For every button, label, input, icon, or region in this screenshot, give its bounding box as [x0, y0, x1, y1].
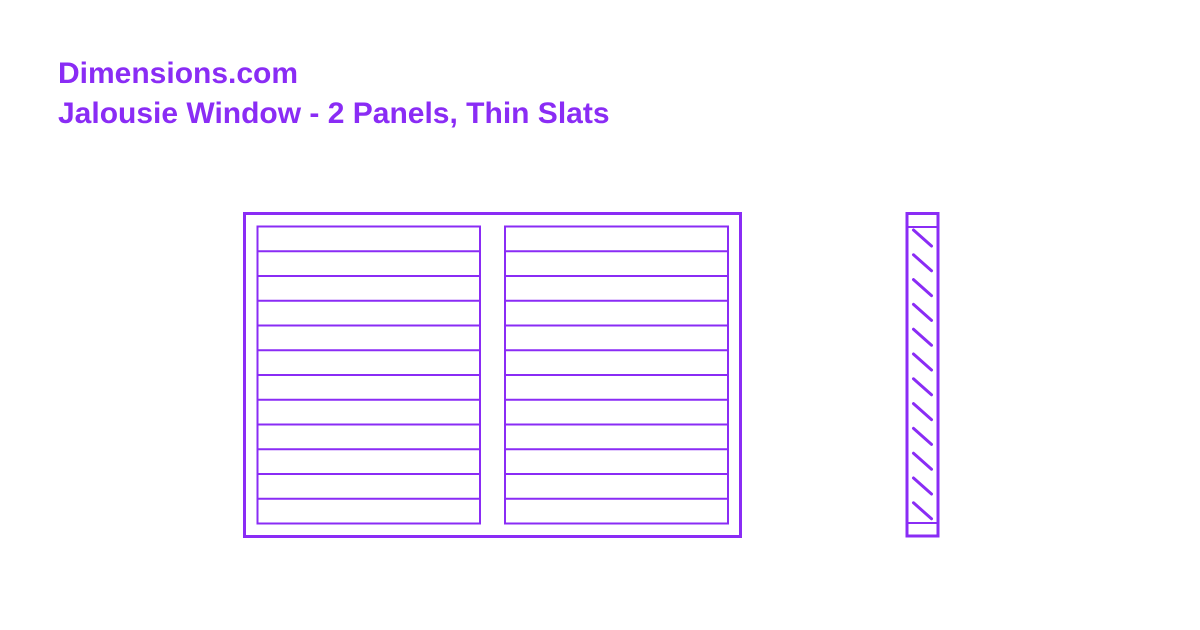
side-slat [912, 278, 933, 298]
side-slat [912, 501, 933, 521]
site-name: Dimensions.com [58, 57, 299, 90]
side-slat [912, 451, 933, 471]
side-slat [912, 377, 933, 397]
side-frame [905, 212, 940, 538]
side-slat [912, 302, 933, 322]
outer-frame [243, 212, 742, 538]
side-slat [912, 402, 933, 422]
drawing-title: Jalousie Window - 2 Panels, Thin Slats [58, 97, 610, 130]
side-slat [912, 352, 933, 372]
side-slat [912, 253, 933, 273]
side-slat [912, 426, 933, 446]
side-slat [912, 476, 933, 496]
side-slat [912, 327, 933, 347]
side-slat [912, 228, 933, 248]
